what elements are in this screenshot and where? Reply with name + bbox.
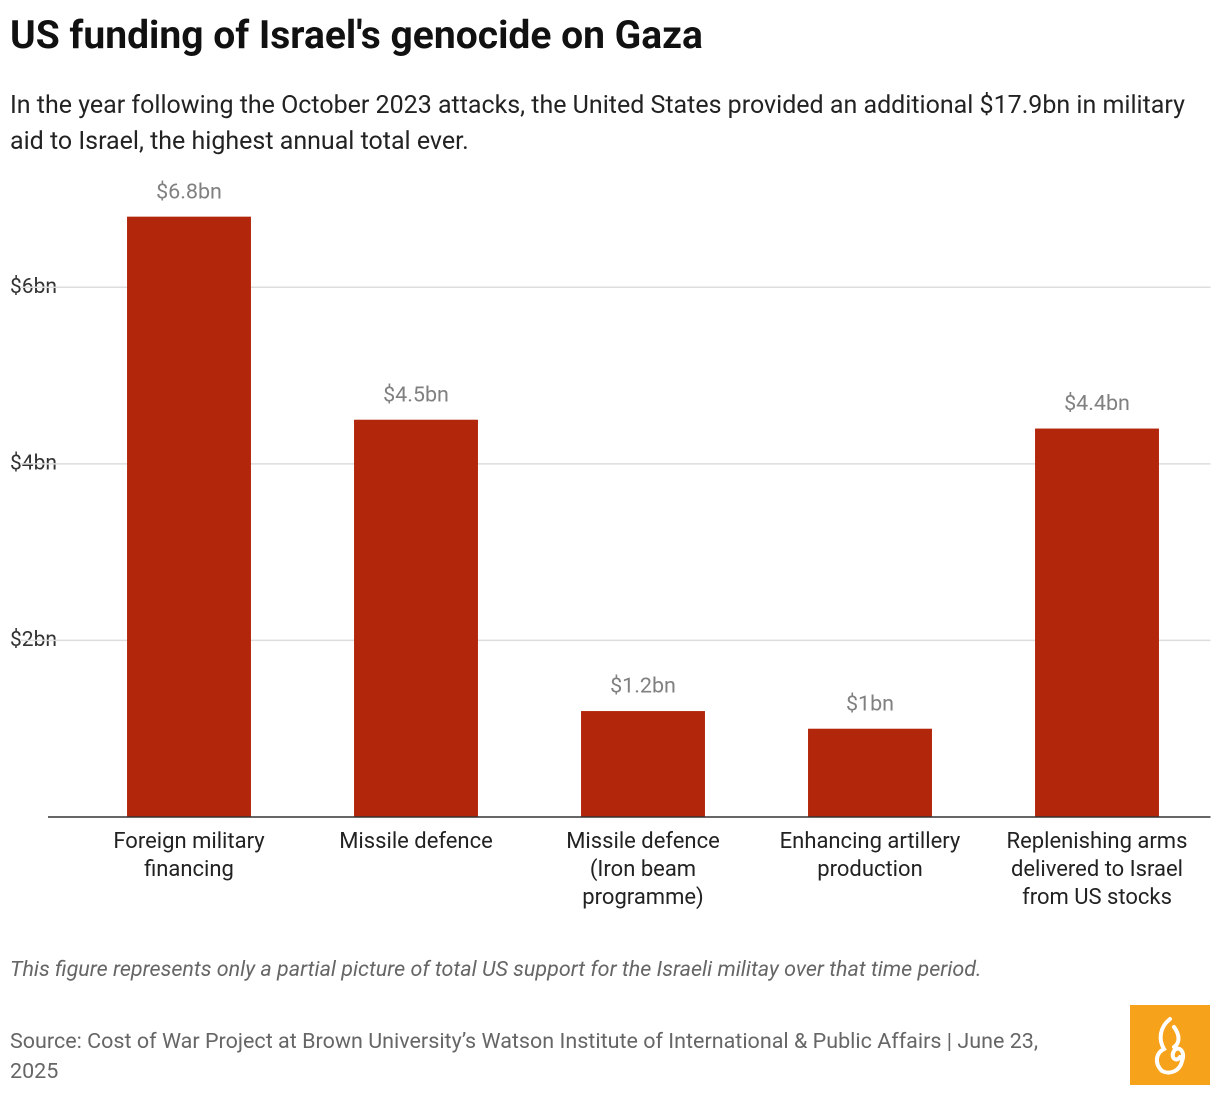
- logo-icon: [1155, 1017, 1185, 1075]
- bar: [581, 711, 705, 817]
- x-tick-label: Enhancing artillery production: [779, 829, 961, 882]
- bar: [127, 216, 251, 817]
- value-label: $1bn: [846, 691, 894, 716]
- chart-source: Source: Cost of War Project at Brown Uni…: [10, 1029, 1039, 1084]
- x-tick-label: Replenishing arms delivered to Israel fr…: [1006, 829, 1188, 910]
- value-label: $4.5bn: [383, 382, 449, 407]
- logo: [1130, 1005, 1210, 1085]
- value-label: $1.2bn: [610, 674, 676, 699]
- bar: [808, 728, 932, 817]
- value-label: $4.4bn: [1064, 391, 1130, 416]
- chart-title: US funding of Israel's genocide on Gaza: [10, 12, 703, 58]
- bar: [354, 419, 478, 817]
- x-tick-label: Missile defence: [339, 829, 493, 854]
- bar: [1035, 428, 1159, 817]
- chart-note: This figure represents only a partial pi…: [10, 957, 982, 982]
- x-tick-label: Foreign military financing: [113, 829, 265, 882]
- chart-subtitle: In the year following the October 2023 a…: [10, 91, 1185, 156]
- value-label: $6.8bn: [156, 179, 222, 204]
- x-tick-label: Missile defence (Iron beam programme): [566, 829, 720, 910]
